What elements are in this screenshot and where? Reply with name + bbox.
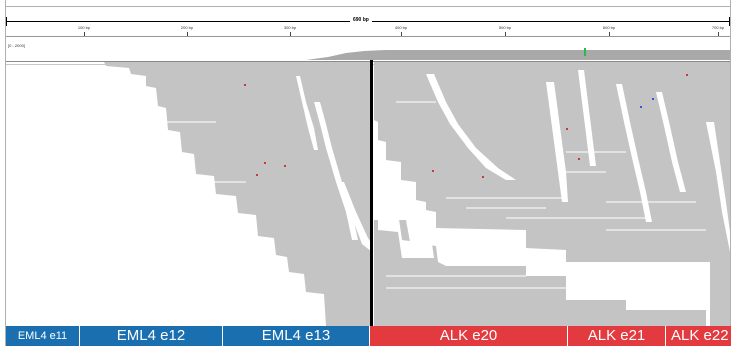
ruler-baseline (6, 36, 730, 37)
ruler-tick-label: 100 bp (77, 25, 91, 30)
ruler-tick (505, 32, 506, 36)
right-gap-2 (546, 82, 568, 202)
ruler-span-label: 690 bp (350, 16, 372, 25)
mismatch-base (578, 158, 580, 160)
mismatch-base (256, 174, 258, 176)
exon-label: EML4 e13 (261, 327, 331, 344)
fusion-breakpoint-line (370, 60, 373, 326)
mismatch-base (244, 84, 246, 86)
exon-label: ALK e21 (587, 327, 646, 344)
exon-label: EML4 e12 (116, 327, 186, 344)
reads-right-lower (374, 220, 706, 326)
left-gap-3 (336, 182, 372, 252)
right-gap-1 (426, 74, 516, 180)
ruler-tick (718, 32, 719, 36)
exon-eml4-e13[interactable]: EML4 e13 (223, 326, 370, 346)
ruler-cap-left (6, 17, 7, 26)
ruler-tick (187, 32, 188, 36)
coverage-histogram (6, 50, 730, 60)
ruler-tick (609, 32, 610, 36)
ruler-tick-label: 400 bp (394, 25, 408, 30)
panel-border-left (5, 0, 6, 346)
ruler-tick-label: 300 bp (283, 25, 297, 30)
reads-left-of-breakpoint (104, 62, 372, 326)
read-stripes (166, 101, 706, 289)
exon-label: ALK e22 (671, 327, 729, 344)
panel-border-right (730, 0, 731, 346)
ruler-tick-label: 500 bp (498, 25, 512, 30)
alignment-track[interactable] (6, 62, 730, 326)
mismatch-base (482, 176, 484, 178)
reads-right-of-breakpoint (374, 62, 730, 326)
panel-border-top (5, 6, 731, 7)
ruler-tick-label: 700 bp (711, 25, 725, 30)
left-gap-1 (296, 76, 318, 150)
exon-label: ALK e20 (439, 327, 498, 344)
exon-eml4-e11[interactable]: EML4 e11 (6, 326, 80, 346)
exon-alk-e22[interactable]: ALK e22 (666, 326, 732, 346)
coverage-track[interactable] (6, 38, 730, 60)
ruler-cap-right (729, 17, 730, 26)
mismatch-base (686, 74, 688, 76)
coverage-separator (6, 61, 730, 62)
mismatch-base (284, 165, 286, 167)
right-gap-7 (378, 212, 434, 258)
coverage-range-label: [0 - 2000] (8, 43, 25, 48)
coverage-mismatch-marker (584, 48, 586, 56)
right-gap-5 (656, 92, 686, 192)
ruler-tick (290, 32, 291, 36)
exon-label: EML4 e11 (17, 330, 68, 342)
right-gap-6 (706, 122, 730, 252)
ruler-tick-label: 200 bp (180, 25, 194, 30)
exon-eml4-e12[interactable]: EML4 e12 (80, 326, 223, 346)
ruler-tick (401, 32, 402, 36)
mismatch-base (640, 106, 642, 108)
ruler[interactable]: 690 bp 100 bp 200 bp 300 bp 400 bp 500 b… (6, 14, 730, 36)
mismatch-base (652, 98, 654, 100)
mismatch-base (432, 170, 434, 172)
ruler-tick (84, 32, 85, 36)
right-gap-3 (578, 70, 596, 166)
mismatch-base (264, 162, 266, 164)
exon-alk-e21[interactable]: ALK e21 (568, 326, 666, 346)
ruler-tick-label: 600 bp (602, 25, 616, 30)
right-gap-4 (616, 84, 652, 222)
exon-alk-e20[interactable]: ALK e20 (370, 326, 568, 346)
mismatch-base (566, 128, 568, 130)
